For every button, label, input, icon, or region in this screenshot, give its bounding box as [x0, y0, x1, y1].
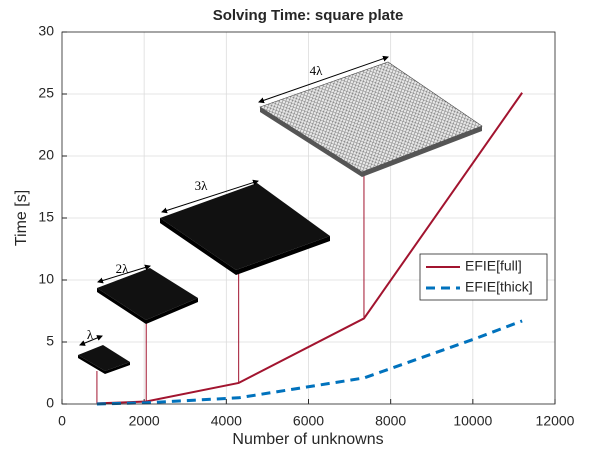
y-tick-label: 15: [38, 209, 54, 225]
legend-label: EFIE[thick]: [465, 279, 533, 295]
y-tick-label: 25: [38, 85, 54, 101]
x-tick-label: 2000: [129, 413, 160, 429]
x-axis-label: Number of unknowns: [232, 431, 383, 448]
legend: EFIE[full] EFIE[thick]: [420, 254, 547, 300]
y-tick-label: 10: [38, 271, 54, 287]
y-axis-label: Time [s]: [13, 190, 30, 246]
y-tick-label: 20: [38, 147, 54, 163]
y-tick-label: 5: [46, 333, 54, 349]
x-tick-label: 0: [58, 413, 66, 429]
chart: Solving Time: square plate Number of unk…: [0, 0, 592, 456]
x-tick-label: 6000: [293, 413, 324, 429]
annotation: 2λ: [116, 261, 130, 276]
y-tick-label: 30: [38, 23, 54, 39]
annotation: 3λ: [195, 178, 209, 193]
annotation: 4λ: [310, 63, 324, 78]
x-tick-label: 12000: [536, 413, 575, 429]
x-tick-label: 10000: [453, 413, 492, 429]
x-tick-label: 8000: [375, 413, 406, 429]
chart-title: Solving Time: square plate: [213, 7, 404, 24]
annotation: λ: [87, 327, 94, 342]
x-tick-label: 4000: [211, 413, 242, 429]
legend-label: EFIE[full]: [465, 258, 522, 274]
y-tick-label: 0: [46, 395, 54, 411]
